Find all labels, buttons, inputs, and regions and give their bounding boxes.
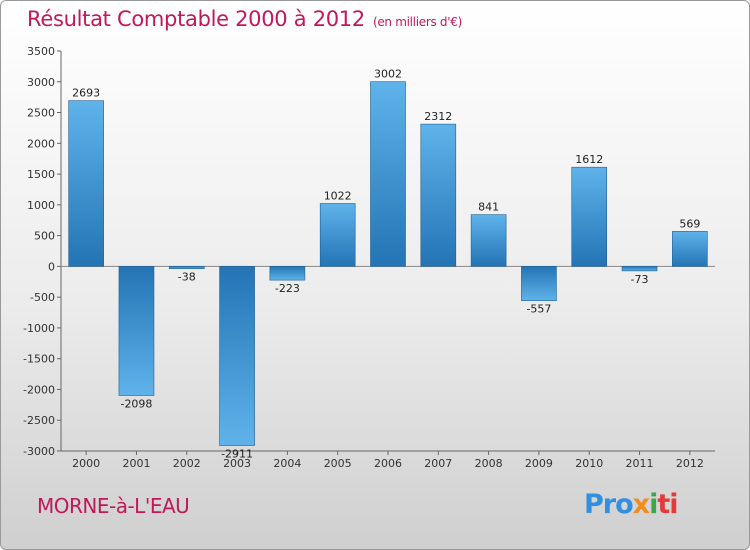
x-tick-label: 2009 [525,457,553,470]
bar-2012 [672,231,708,267]
y-tick-label: -1500 [23,353,55,366]
bar-2007 [420,123,457,267]
y-tick-label: -3000 [23,445,55,458]
y-tick-label: 1500 [27,168,55,181]
x-tick-label: 2005 [324,457,352,470]
x-tick-label: 2000 [72,457,100,470]
y-tick-label: 3000 [27,76,55,89]
data-label-2011: -73 [631,273,649,286]
bar-2004 [269,266,306,281]
proxiti-logo[interactable]: Proxiti [584,489,679,520]
bar-2005 [319,203,356,267]
bar-2008 [470,214,507,267]
bar-2006 [370,81,406,267]
x-tick-label: 2008 [475,457,503,470]
data-label-2010: 1612 [575,153,603,166]
y-tick-label: 0 [48,260,55,273]
data-label-2005: 1022 [324,189,352,202]
bar-2011 [621,266,658,272]
bar-2000 [68,100,104,267]
bar-2009 [521,266,557,301]
logo-part-1: Pro [584,489,634,520]
y-tick-label: -500 [30,291,55,304]
x-tick-label: 2003 [223,457,251,470]
y-tick-label: 2500 [27,107,55,120]
y-tick-label: 2000 [27,137,55,150]
chart-title-text: Résultat Comptable 2000 à 2012 [27,7,365,31]
x-tick-label: 2010 [575,457,603,470]
logo-part-4: ti [657,489,678,520]
data-label-2004: -223 [275,282,300,295]
chart-title: Résultat Comptable 2000 à 2012 (en millie… [27,7,462,31]
data-label-2006: 3002 [374,68,402,81]
y-tick-label: -2500 [23,414,55,427]
data-label-2003: -2911 [221,448,253,461]
x-tick-label: 2001 [122,457,150,470]
y-tick-label: 3500 [27,45,55,58]
data-label-2012: 569 [679,217,700,230]
y-tick-label: 1000 [27,199,55,212]
x-tick-label: 2004 [273,457,301,470]
data-label-2009: -557 [526,303,551,316]
x-tick-label: 2012 [676,457,704,470]
logo-part-2: x [632,489,650,520]
bar-2003 [219,266,255,446]
bar-2001 [118,266,155,396]
data-label-2002: -38 [178,271,196,284]
bar-2010 [571,166,608,267]
x-tick-label: 2011 [626,457,654,470]
y-tick-label: -2000 [23,383,55,396]
data-label-2001: -2098 [120,397,152,410]
data-label-2008: 841 [478,201,499,214]
x-tick-label: 2002 [173,457,201,470]
chart-subtitle: (en milliers d'€) [372,15,462,29]
x-tick-label: 2007 [424,457,452,470]
data-label-2007: 2312 [424,110,452,123]
x-tick-label: 2006 [374,457,402,470]
logo-part-3: i [649,489,658,520]
place-name: MORNE-à-L'EAU [37,494,190,518]
bar-2002 [168,266,205,270]
data-label-2000: 2693 [72,87,100,100]
y-tick-label: -1000 [23,322,55,335]
y-tick-label: 500 [34,230,55,243]
